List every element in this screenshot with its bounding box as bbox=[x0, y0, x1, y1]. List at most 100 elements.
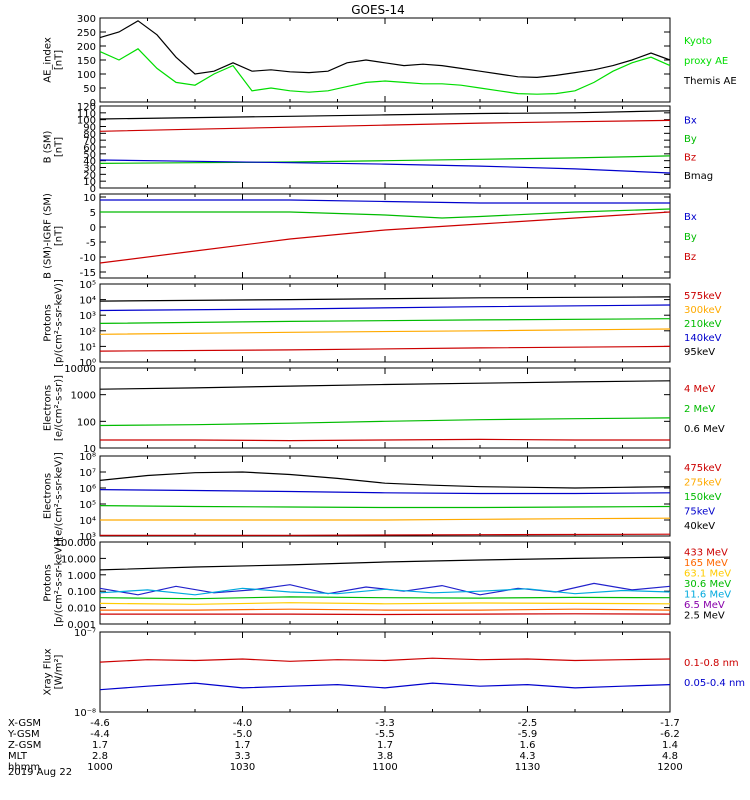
legend-entry: Kyoto bbox=[684, 36, 712, 47]
legend-entry: 2.5 MeV bbox=[684, 611, 725, 622]
y-tick-label: 10⁸ bbox=[79, 452, 96, 463]
legend-entry: 275keV bbox=[684, 478, 722, 489]
series-line-300kev bbox=[99, 328, 671, 335]
x-tick-value: -4.4 bbox=[90, 729, 110, 740]
series-line-2-mev bbox=[99, 417, 671, 427]
x-tick-value: -4.0 bbox=[233, 718, 253, 729]
x-tick-value: 1200 bbox=[657, 762, 682, 773]
series-line-575kev bbox=[99, 345, 671, 352]
legend-entry: 6.5 MeV bbox=[684, 600, 725, 611]
y-tick-label: 250 bbox=[77, 28, 96, 39]
legend-entry: proxy AE bbox=[684, 56, 728, 67]
y-axis-label: Electrons[e/(cm²-s-sr)] bbox=[43, 375, 65, 441]
y-tick-label: 10⁶ bbox=[79, 484, 96, 495]
series-line-95kev bbox=[99, 296, 671, 302]
x-tick-value: 4.8 bbox=[662, 751, 678, 762]
figure-title: GOES-14 bbox=[351, 3, 405, 17]
y-tick-label: 10 bbox=[83, 444, 96, 455]
series-line-210kev bbox=[99, 318, 671, 324]
panel-xray: 10⁻⁸ 10⁻⁷ Xray Flux[W/m²] 0.1-0.8 nm 0.05-0.… bbox=[43, 628, 746, 719]
y-tick-label: 10⁻⁸ bbox=[74, 708, 96, 719]
y-tick-label: 10² bbox=[79, 327, 96, 338]
y-tick-label: 0 bbox=[90, 223, 96, 234]
y-axis-label: Protons[p/(cm²-s-sr-keV)] bbox=[43, 279, 65, 367]
panel-protons_mev: 0.001 0.010 0.100 1.000 10.000 100.000Protons… bbox=[43, 538, 732, 631]
y-tick-label: 90 bbox=[83, 123, 96, 134]
legend-entry: 40keV bbox=[684, 521, 715, 532]
series-line-165-mev bbox=[100, 608, 671, 611]
y-tick-label: 10⁰ bbox=[79, 358, 96, 369]
y-tick-label: 10⁵ bbox=[79, 280, 96, 291]
series-line-140kev bbox=[99, 304, 671, 312]
series-line-275kev bbox=[100, 517, 671, 521]
panel-electrons_kev: 10³ 10⁴ 10⁵ 10⁶ 10⁷ 10⁸ Electrons[e/(cm²-s-sr-… bbox=[43, 452, 722, 543]
legend-entry: Bz bbox=[684, 152, 696, 163]
y-tick-label: 100 bbox=[77, 70, 96, 81]
y-tick-label: 100 bbox=[77, 116, 96, 127]
legend-entry: 2 MeV bbox=[684, 404, 715, 415]
y-axis-label: Protons[p/(cm²-s-sr-keV)] bbox=[43, 539, 65, 627]
series-line-0-6-mev bbox=[99, 380, 671, 390]
panel-protons_kev: 10⁰ 10¹ 10² 10³ 10⁴ 10⁵ Protons[p/(cm²-s-sr-ke… bbox=[43, 279, 722, 369]
y-tick-label: 10000 bbox=[64, 364, 96, 375]
panel-frame bbox=[99, 367, 671, 449]
x-tick-value: 1.7 bbox=[235, 740, 251, 751]
y-tick-label: 40 bbox=[83, 157, 96, 168]
x-row-label: Z-GSM bbox=[8, 740, 41, 751]
y-tick-label: 300 bbox=[77, 14, 96, 25]
y-axis-label: Xray Flux[W/m²] bbox=[43, 648, 65, 695]
legend-entry: 150keV bbox=[684, 492, 722, 503]
legend-entry: 30.6 MeV bbox=[684, 579, 731, 590]
date-label: 2019 Aug 22 bbox=[8, 767, 72, 778]
series-line-0-05-0-4-nm bbox=[99, 682, 671, 691]
y-axis-label: B (SM)-IGRF (SM)[nT] bbox=[43, 193, 65, 279]
legend-entry: 63.1 MeV bbox=[684, 568, 731, 579]
y-tick-label: -15 bbox=[80, 268, 96, 279]
series-line-by bbox=[99, 155, 671, 164]
y-tick-label: 10¹ bbox=[79, 342, 96, 353]
panel-bigrf: -15 -10 -5 0 5 10 B (SM)-IGRF (SM)[nT] Bx By Bz bbox=[43, 193, 697, 279]
y-tick-label: 10 bbox=[83, 193, 96, 204]
x-tick-value: 1000 bbox=[87, 762, 112, 773]
y-tick-label: 50 bbox=[83, 84, 96, 95]
x-tick-value: -5.5 bbox=[375, 729, 395, 740]
x-tick-value: -5.0 bbox=[233, 729, 253, 740]
legend-entry: Themis AE bbox=[683, 76, 737, 87]
panel-frame bbox=[99, 541, 671, 625]
y-tick-label: 200 bbox=[77, 42, 96, 53]
panel-frame bbox=[99, 193, 671, 279]
legend-entry: 0.05-0.4 nm bbox=[684, 678, 745, 689]
series-line-475kev bbox=[100, 533, 671, 536]
x-tick-value: 1.4 bbox=[662, 740, 678, 751]
series-line-0-1-0-8-nm bbox=[99, 657, 671, 663]
x-tick-value: 2.8 bbox=[92, 751, 108, 762]
legend-entry: 300keV bbox=[684, 305, 722, 316]
legend-entry: Bz bbox=[684, 252, 696, 263]
y-tick-label: 100.000 bbox=[55, 538, 96, 549]
y-tick-label: 10⁷ bbox=[79, 468, 96, 479]
series-line-bx bbox=[100, 199, 670, 204]
panel-frame bbox=[99, 17, 671, 103]
legend-entry: 475keV bbox=[684, 463, 722, 474]
y-tick-label: 10 bbox=[83, 177, 96, 188]
x-tick-value: 1.7 bbox=[92, 740, 108, 751]
y-tick-label: 70 bbox=[83, 136, 96, 147]
x-tick-value: 1.7 bbox=[377, 740, 393, 751]
series-line-4-mev bbox=[100, 438, 670, 442]
y-axis-label: AE_index[nT] bbox=[43, 37, 65, 83]
y-tick-label: 10⁵ bbox=[79, 500, 96, 511]
y-tick-label: 100 bbox=[77, 417, 96, 428]
series-line-150kev bbox=[99, 505, 671, 509]
x-row-label: MLT bbox=[8, 751, 28, 762]
series-line-11-6-mev bbox=[99, 587, 671, 596]
x-tick-value: 1100 bbox=[372, 762, 397, 773]
legend-entry: 165 MeV bbox=[684, 558, 728, 569]
y-tick-label: 0.001 bbox=[67, 620, 96, 631]
legend-entry: 4 MeV bbox=[684, 384, 715, 395]
x-tick-value: -6.2 bbox=[660, 729, 680, 740]
panel-ae: 0 50 100 150 200 250 300 AE_index[nT] Kyoto proxy… bbox=[43, 14, 737, 109]
panel-frame bbox=[99, 631, 671, 713]
series-line-bz bbox=[99, 211, 671, 264]
